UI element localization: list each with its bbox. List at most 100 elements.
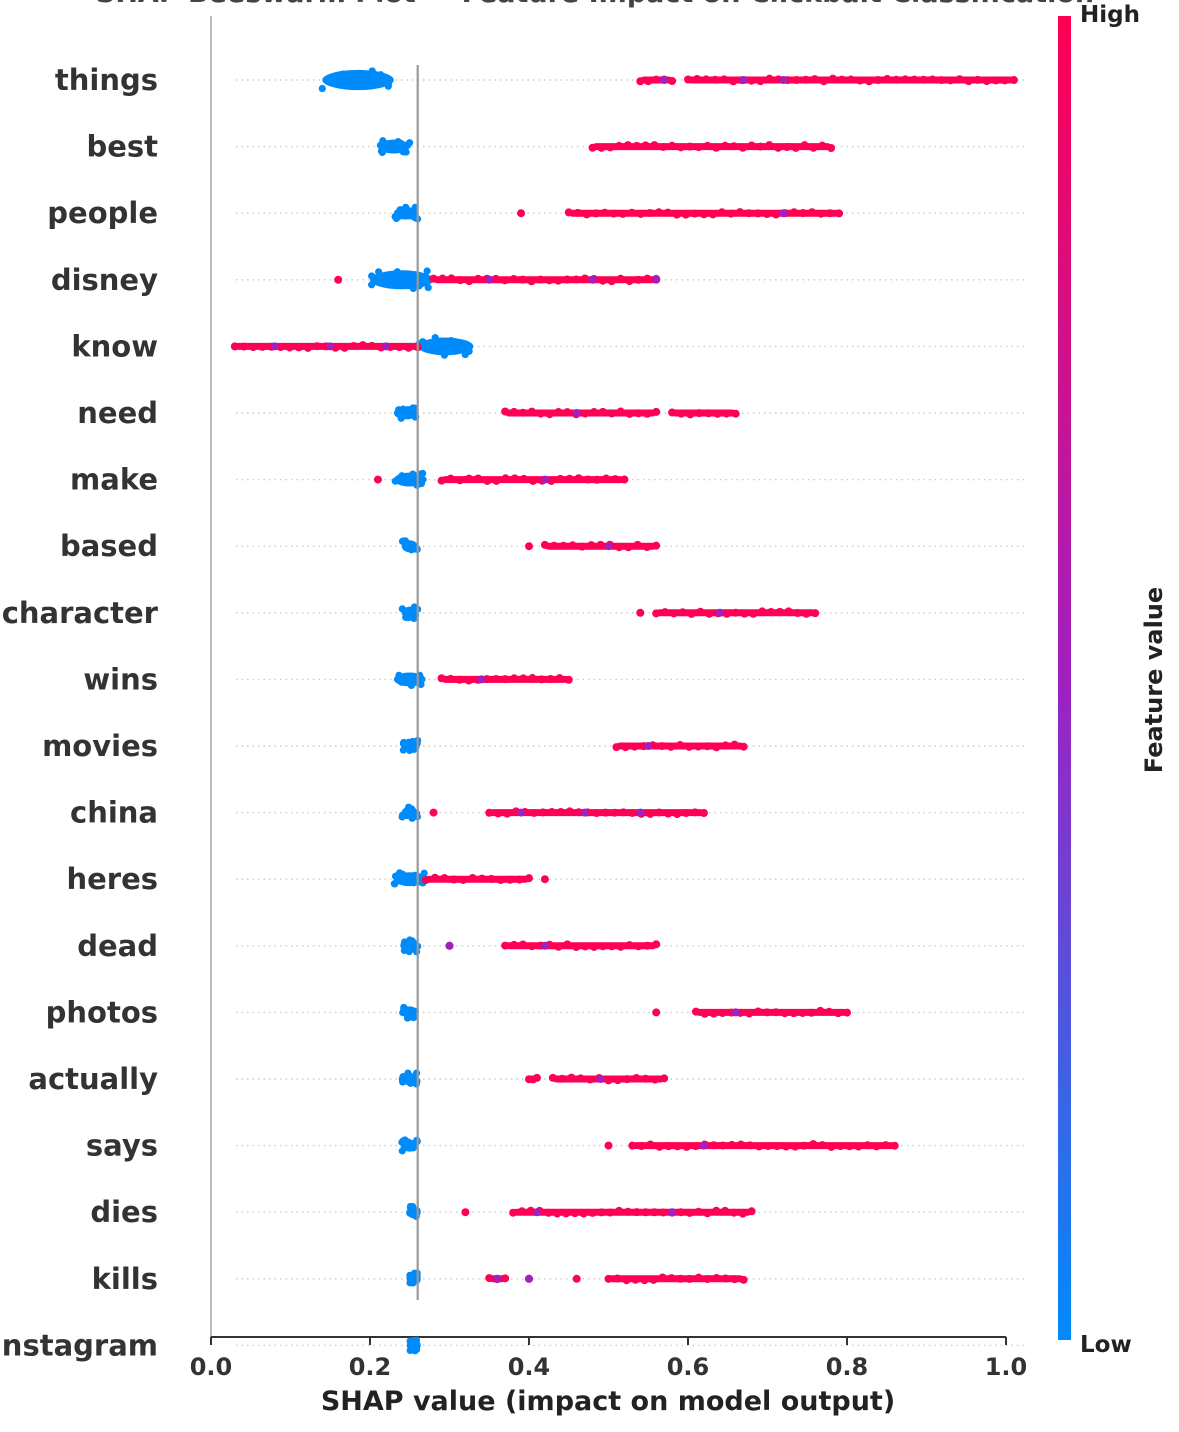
high-value-point [590,408,599,417]
high-value-point [583,475,592,484]
feature-label-know: know [71,329,158,363]
high-value-point [239,342,248,351]
low-value-point [390,880,398,888]
high-value-point [771,210,780,219]
high-value-point [721,1274,730,1283]
high-value-point [673,1142,682,1151]
low-value-point [431,334,439,342]
high-value-point [598,942,607,951]
high-value-point [928,75,937,84]
high-value-point [643,409,652,418]
high-value-point [664,1142,673,1151]
high-value-point [373,475,382,484]
high-value-point [652,940,661,949]
feature-points-instagram [406,1336,421,1355]
high-value-point [696,607,705,616]
low-value-point [404,280,412,288]
high-value-point [687,609,696,618]
high-value-point [581,942,590,951]
high-value-point [582,210,591,219]
feature-label-need: need [77,396,158,430]
high-value-point [749,609,758,618]
high-value-point [553,1209,562,1218]
high-value-point [438,274,447,283]
high-value-point [644,77,653,86]
mid-value-point [381,342,390,351]
high-value-point [604,1141,613,1150]
high-value-point [587,541,596,550]
high-value-point [404,343,413,352]
high-value-point [630,742,639,751]
high-value-point [775,607,784,616]
high-value-point [600,208,609,217]
feature-label-make: make [70,463,158,497]
high-value-point [632,141,641,150]
high-value-point [676,741,685,750]
high-value-point [694,1207,703,1216]
feature-points-character [398,603,820,623]
high-value-point [946,76,955,85]
high-value-point [666,742,675,751]
high-value-point [765,141,774,150]
feature-points-need [393,404,740,422]
high-value-point [440,874,449,883]
high-value-point [640,1276,649,1285]
high-value-point [487,874,496,883]
high-value-point [704,409,713,418]
high-value-point [694,1273,703,1282]
high-value-point [730,740,739,749]
high-value-point [620,475,629,484]
high-value-point [616,274,625,283]
high-value-point [518,275,527,284]
high-value-point [745,1009,754,1018]
high-value-point [685,1274,694,1283]
high-value-point [545,276,554,285]
high-value-point [711,75,720,84]
high-value-point [478,874,487,883]
high-value-point [663,208,672,217]
high-value-point [581,409,590,418]
high-value-point [808,208,817,217]
high-value-point [705,609,714,618]
high-value-point [800,1141,809,1150]
high-value-point [572,1274,581,1283]
feature-label-dies: dies [90,1195,158,1229]
low-value-point [440,351,449,359]
high-value-point [555,674,564,683]
high-value-point [655,808,664,817]
high-value-point [890,1141,899,1150]
high-value-point [615,543,624,552]
high-value-point [568,541,577,550]
high-value-point [691,1007,700,1016]
mid-value-point [493,1274,502,1283]
feature-label-china: china [70,796,158,830]
high-value-point [485,808,494,817]
mid-value-point [572,409,581,417]
low-value-point [388,144,397,152]
high-value-point [780,1009,789,1018]
feature-points-says [398,1136,899,1155]
high-value-point [596,540,605,549]
low-value-point [398,281,406,289]
high-value-point [574,474,583,483]
high-value-point [437,674,446,683]
high-value-point [872,1142,881,1151]
high-value-point [585,1075,594,1084]
high-value-point [854,1142,863,1151]
high-value-point [650,1208,659,1217]
low-value-point [399,746,407,754]
high-value-point [738,1209,747,1218]
low-value-point [406,1275,414,1284]
low-value-point [393,268,401,276]
high-value-point [618,209,627,218]
high-value-point [676,143,685,152]
high-value-point [690,808,699,817]
feature-label-heres: heres [66,862,158,896]
high-value-point [802,609,811,618]
high-value-point [429,808,438,817]
high-value-point [483,476,492,485]
high-value-point [509,275,518,284]
feature-label-wins: wins [83,662,158,696]
high-value-point [501,474,510,483]
high-value-point [827,144,836,153]
